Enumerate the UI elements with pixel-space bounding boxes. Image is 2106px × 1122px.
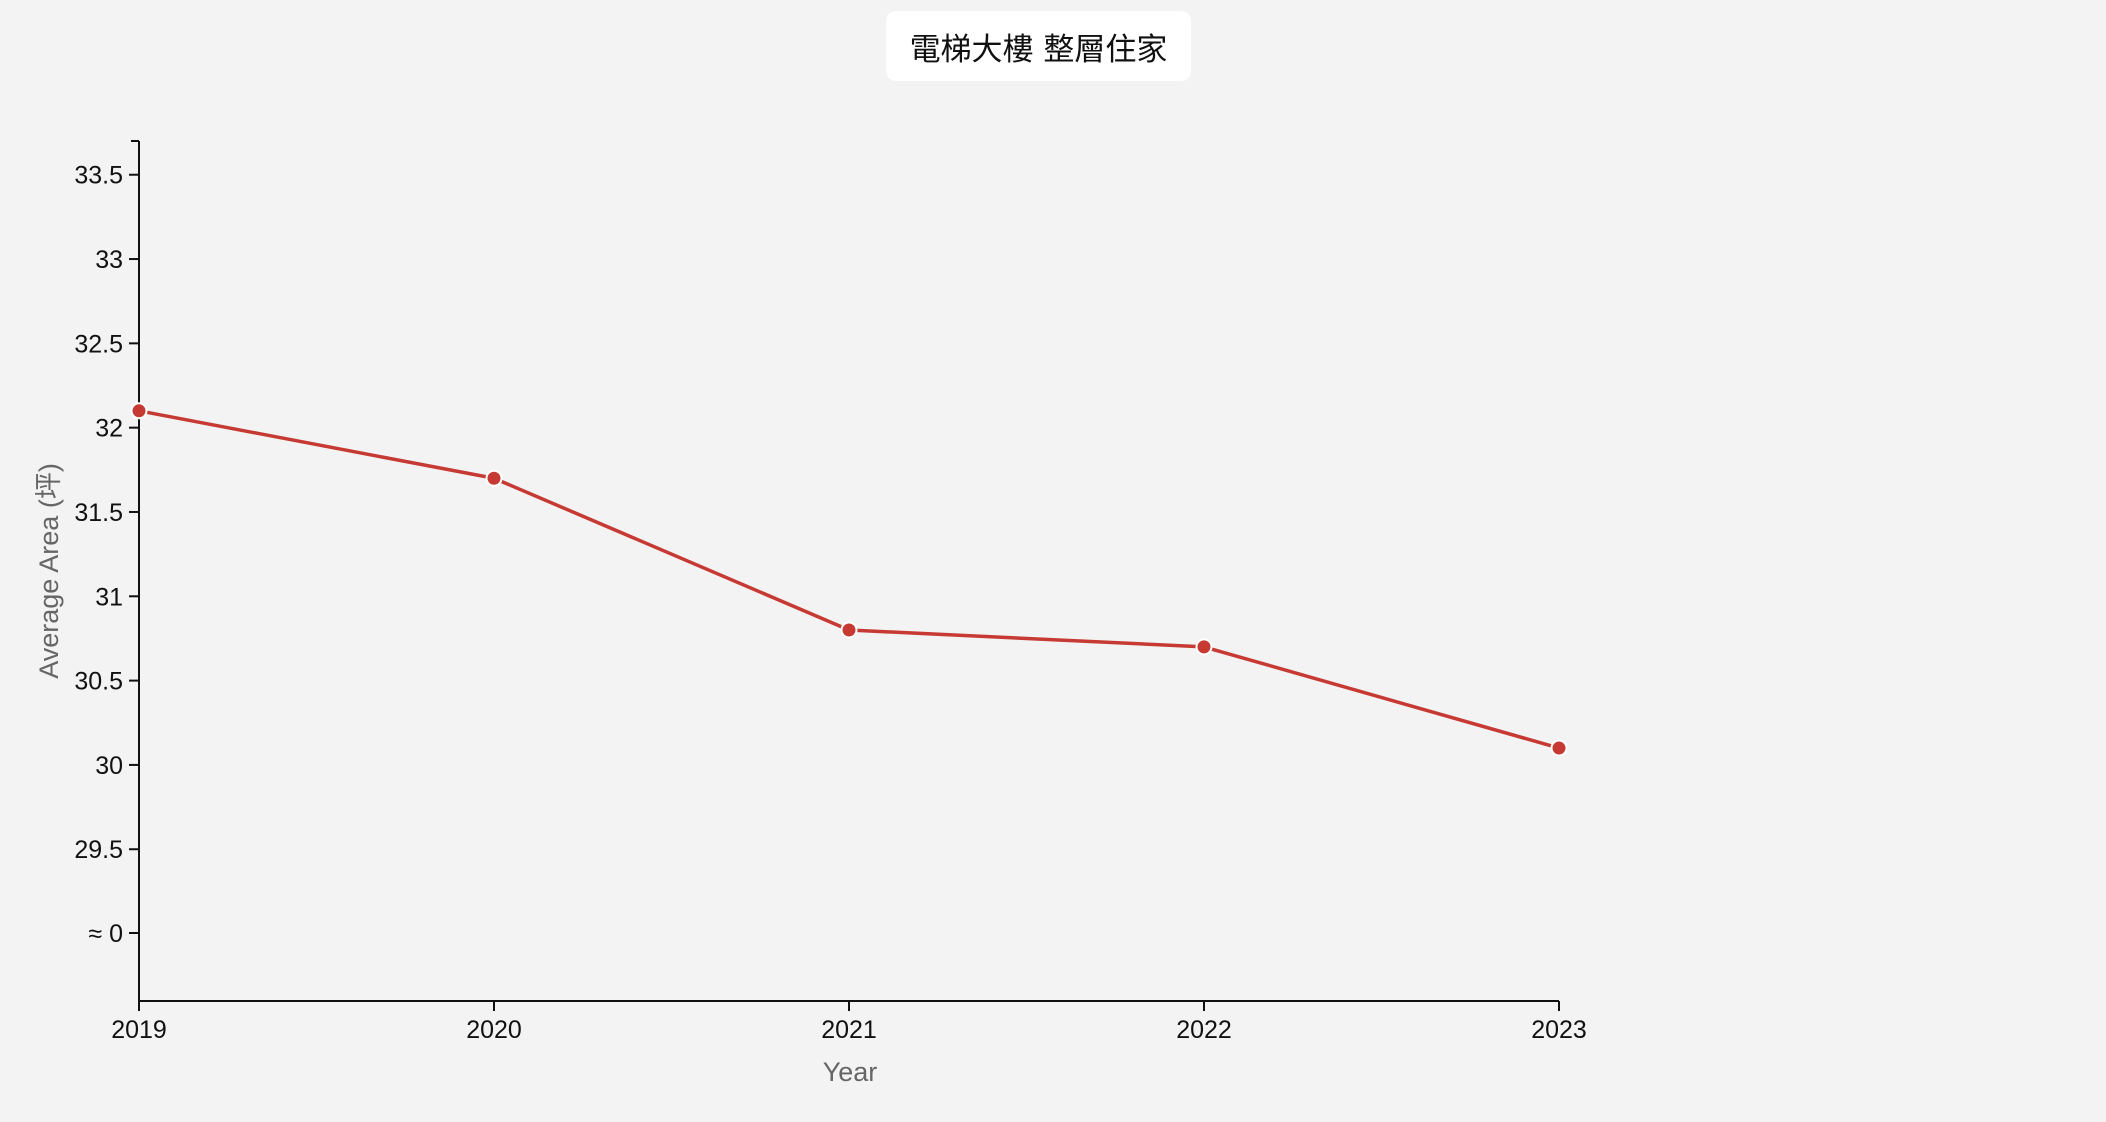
y-tick-label: 33.5 xyxy=(74,162,123,190)
y-tick-label: 31 xyxy=(95,583,123,611)
series-layer xyxy=(130,402,1568,757)
y-tick-label: 31.5 xyxy=(74,499,123,527)
x-tick-label: 2020 xyxy=(466,1016,522,1044)
x-tick-label: 2022 xyxy=(1176,1016,1232,1044)
chart-title-box: 電梯大樓 整層住家 xyxy=(886,11,1191,81)
data-point[interactable] xyxy=(130,402,148,420)
y-axis-title: Average Area (坪) xyxy=(34,463,64,679)
data-point[interactable] xyxy=(485,469,503,487)
y-break-label: ≈ 0 xyxy=(88,920,123,948)
y-tick-label: 32 xyxy=(95,415,123,443)
x-tick-label: 2019 xyxy=(111,1016,167,1044)
series-line xyxy=(138,409,1560,750)
y-tick-label: 30.5 xyxy=(74,668,123,696)
x-tick-label: 2021 xyxy=(821,1016,877,1044)
chart-title: 電梯大樓 整層住家 xyxy=(909,31,1168,68)
data-point[interactable] xyxy=(840,621,858,639)
data-point[interactable] xyxy=(1195,638,1213,656)
y-tick-label: 29.5 xyxy=(74,836,123,864)
data-point[interactable] xyxy=(1550,739,1568,757)
x-axis-title: Year xyxy=(823,1057,878,1087)
y-tick-label: 32.5 xyxy=(74,330,123,358)
y-tick-label: 30 xyxy=(95,752,123,780)
y-tick-label: 33 xyxy=(95,246,123,274)
axes: 29.5 30 30.5 31 31.5 32 32.5 33 33.5 ≈ 0 2019 2020 2… xyxy=(74,140,1587,1044)
x-tick-label: 2023 xyxy=(1531,1016,1587,1044)
